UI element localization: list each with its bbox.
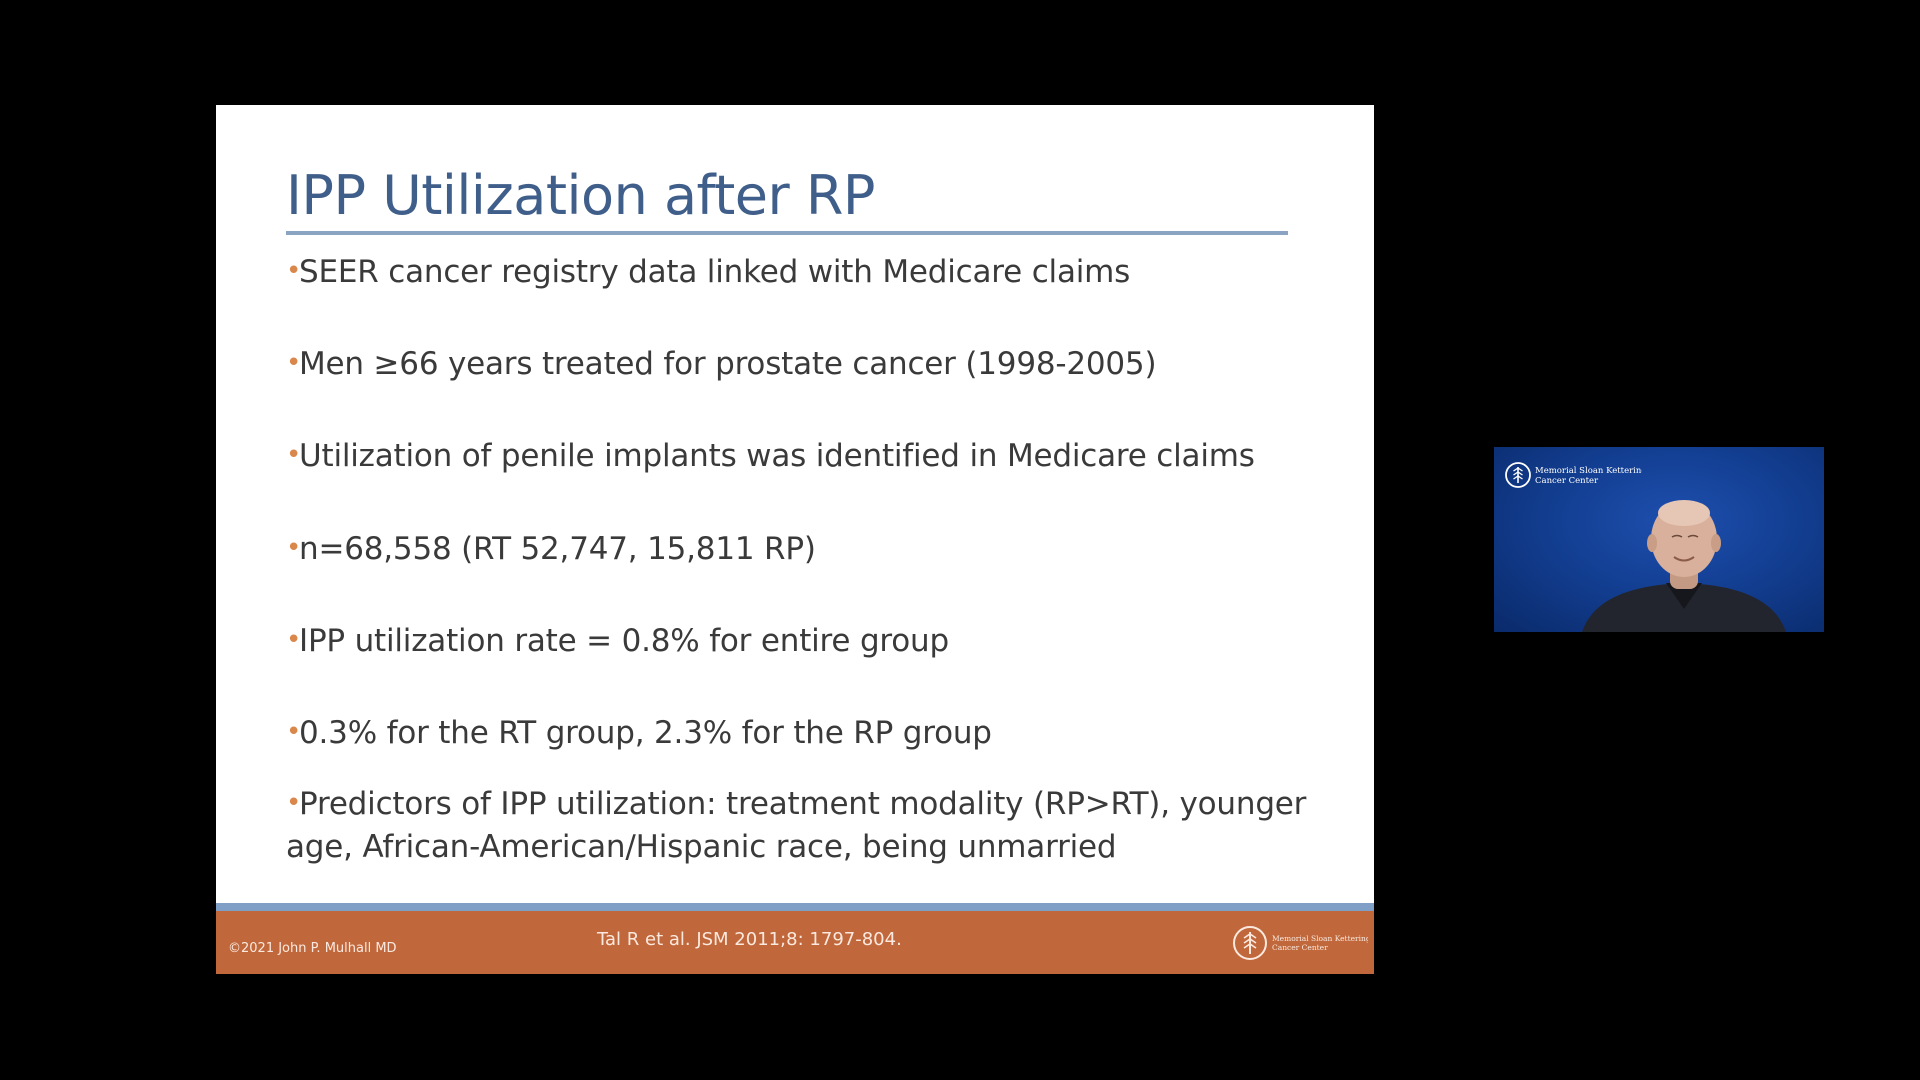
- bullet-text: 0.3% for the RT group, 2.3% for the RP g…: [299, 715, 992, 751]
- bullet-item: •Utilization of penile implants was iden…: [286, 434, 1346, 478]
- bullet-item: •Men ≥66 years treated for prostate canc…: [286, 342, 1346, 386]
- bullet-text: Predictors of IPP utilization: treatment…: [286, 786, 1307, 865]
- bullet-dot-icon: •: [286, 440, 302, 470]
- bullet-dot-icon: •: [286, 717, 302, 747]
- bullet-text: IPP utilization rate = 0.8% for entire g…: [299, 623, 949, 659]
- bullet-text: SEER cancer registry data linked with Me…: [299, 254, 1131, 290]
- bullet-text: Utilization of penile implants was ident…: [299, 438, 1255, 474]
- slide-title: IPP Utilization after RP: [286, 164, 875, 227]
- msk-logo-icon: Memorial Sloan Kettering Cancer Center: [1233, 926, 1368, 960]
- msk-logo-icon: Memorial Sloan Kettering Cancer Center: [1505, 462, 1642, 488]
- bullet-dot-icon: •: [286, 256, 302, 286]
- logo-line-2: Cancer Center: [1272, 943, 1328, 952]
- webcam-logo-line-2: Cancer Center: [1535, 476, 1599, 486]
- bullet-dot-icon: •: [286, 788, 302, 818]
- bullet-item: •0.3% for the RT group, 2.3% for the RP …: [286, 711, 1346, 755]
- bullet-dot-icon: •: [286, 348, 302, 378]
- slide-footer: ©2021 John P. Mulhall MD Tal R et al. JS…: [216, 911, 1374, 974]
- bullet-item: •n=68,558 (RT 52,747, 15,811 RP): [286, 527, 1346, 571]
- webcam-logo-line-1: Memorial Sloan Kettering: [1535, 466, 1642, 476]
- presenter-video-tile[interactable]: Memorial Sloan Kettering Cancer Center: [1494, 447, 1824, 632]
- citation-text: Tal R et al. JSM 2011;8: 1797-804.: [597, 929, 902, 950]
- copyright-text: ©2021 John P. Mulhall MD: [228, 941, 397, 956]
- bullet-item: •Predictors of IPP utilization: treatmen…: [286, 782, 1346, 869]
- bullet-text: Men ≥66 years treated for prostate cance…: [299, 346, 1157, 382]
- bullet-dot-icon: •: [286, 533, 302, 563]
- presentation-slide: IPP Utilization after RP •SEER cancer re…: [216, 105, 1374, 974]
- bullet-item: •IPP utilization rate = 0.8% for entire …: [286, 619, 1346, 663]
- title-underline: [286, 231, 1288, 235]
- footer-accent-bar: [216, 903, 1374, 911]
- bullet-item: •SEER cancer registry data linked with M…: [286, 250, 1346, 294]
- bullet-dot-icon: •: [286, 625, 302, 655]
- logo-line-1: Memorial Sloan Kettering: [1272, 934, 1368, 943]
- presenter-figure: [1582, 500, 1786, 632]
- bullet-text: n=68,558 (RT 52,747, 15,811 RP): [299, 531, 816, 567]
